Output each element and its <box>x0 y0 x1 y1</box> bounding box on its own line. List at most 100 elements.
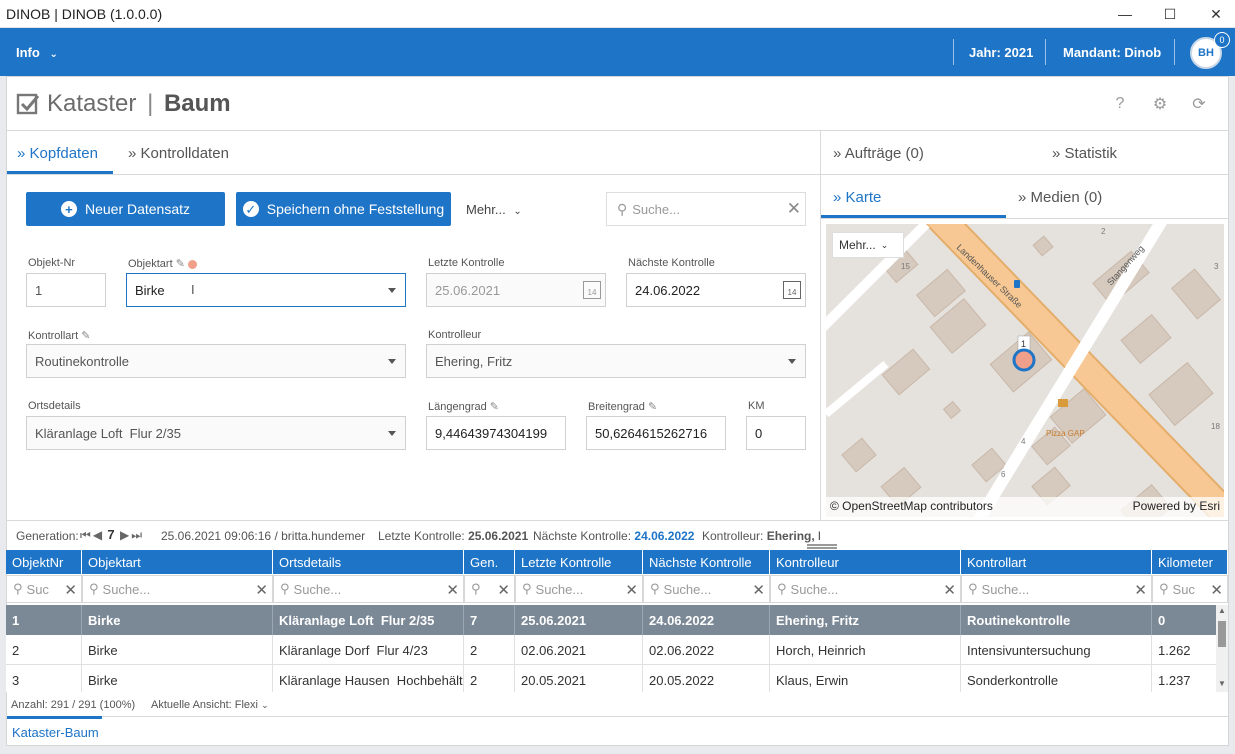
tab-karte[interactable]: » Karte <box>833 189 881 206</box>
divider <box>1174 39 1175 65</box>
filter-kilometer[interactable]: ⚲ Suc ✕ <box>1152 575 1228 603</box>
kontrollart-value: Routinekontrolle <box>35 353 129 369</box>
search-icon: ⚲ <box>522 581 532 596</box>
clear-icon[interactable]: ✕ <box>1134 582 1147 599</box>
gear-icon[interactable]: ⚙ <box>1152 96 1168 113</box>
more-menu[interactable]: Mehr... ⌄ <box>466 202 522 217</box>
table-cell: Birke <box>82 635 273 665</box>
scrollbar-thumb[interactable] <box>1218 621 1226 647</box>
kontrolleur-select[interactable]: Ehering, Fritz <box>426 344 806 378</box>
table-cell: Ehering, Fritz <box>770 605 961 635</box>
minimize-icon[interactable]: — <box>1118 6 1132 22</box>
dropdown-caret-icon[interactable] <box>388 288 396 293</box>
filter-objektart[interactable]: ⚲ Suche... ✕ <box>82 575 273 603</box>
filter-kontrollart[interactable]: ⚲ Suche... ✕ <box>961 575 1152 603</box>
column-header-kilometer[interactable]: Kilometer <box>1152 550 1228 574</box>
maximize-icon[interactable]: ☐ <box>1163 5 1177 22</box>
breitengrad-field[interactable]: 50,6264615262716 <box>586 416 726 450</box>
objektart-select[interactable]: Birke I <box>126 273 406 307</box>
clear-icon[interactable]: ✕ <box>497 582 510 599</box>
column-header-objektart[interactable]: Objektart <box>82 550 273 574</box>
prev-icon[interactable]: ◀ <box>92 528 102 542</box>
tab-kataster-baum[interactable]: Kataster-Baum <box>12 725 99 740</box>
table-cell: Kläranlage Loft Flur 2/35 <box>273 605 464 635</box>
table-row[interactable]: 2 Birke Kläranlage Dorf Flur 4/23 2 02.0… <box>6 635 1217 665</box>
close-icon[interactable]: ✕ <box>1210 5 1222 22</box>
tab-statistik[interactable]: » Statistik <box>1052 145 1117 162</box>
tab-label: Kontrolldaten <box>140 145 229 162</box>
pencil-icon[interactable]: ✎ <box>489 401 500 413</box>
map-marker-label: 1 <box>1021 339 1026 349</box>
mandant-display[interactable]: Mandant: Dinob <box>1063 45 1162 60</box>
km-field[interactable]: 0 <box>746 416 806 450</box>
scroll-down-icon[interactable]: ▼ <box>1218 679 1226 688</box>
table-row[interactable]: 1 Birke Kläranlage Loft Flur 2/35 7 25.0… <box>6 605 1217 635</box>
map-attribution-bar: © OpenStreetMap contributors Powered by … <box>826 497 1224 517</box>
column-header-naechste[interactable]: Nächste Kontrolle <box>643 550 770 574</box>
save-button[interactable]: ✓ Speichern ohne Feststellung <box>236 192 451 226</box>
naechste-kontrolle-field[interactable]: 24.06.2022 14 <box>626 273 806 307</box>
map-view[interactable]: Landenhauser Straße Stangenweg 2 15 3 4 … <box>826 224 1224 517</box>
selected-marker-icon[interactable] <box>1012 348 1036 372</box>
objektnr-field[interactable]: 1 <box>26 273 106 307</box>
kontrollart-select[interactable]: Routinekontrolle <box>26 344 406 378</box>
calendar-icon[interactable]: 14 <box>783 281 801 299</box>
refresh-icon[interactable]: ⟳ <box>1192 96 1206 113</box>
next-icon[interactable]: ▶ <box>119 528 129 542</box>
table-cell: 2 <box>464 635 515 665</box>
filter-ortsdetails[interactable]: ⚲ Suche... ✕ <box>273 575 464 603</box>
tab-kontrolldaten[interactable]: » Kontrolldaten <box>128 145 229 162</box>
dropdown-caret-icon[interactable] <box>788 359 796 364</box>
new-record-button[interactable]: + Neuer Datensatz <box>26 192 225 226</box>
clear-icon[interactable]: ✕ <box>64 582 77 599</box>
splitter-handle[interactable] <box>807 544 837 549</box>
ortsdetails-select[interactable]: Kläranlage Loft Flur 2/35 <box>26 416 406 450</box>
pencil-icon[interactable]: ✎ <box>647 401 658 413</box>
tab-auftraege[interactable]: » Aufträge (0) <box>833 145 924 162</box>
scroll-up-icon[interactable]: ▲ <box>1218 606 1226 615</box>
column-header-kontrolleur[interactable]: Kontrolleur <box>770 550 961 574</box>
filter-objektnr[interactable]: ⚲ Suc ✕ <box>6 575 82 603</box>
generation-nav[interactable]: ⏮ ◀ 7 ▶ ⏭ <box>80 527 142 543</box>
filter-gen[interactable]: ⚲ ✕ <box>464 575 515 603</box>
search-input[interactable]: ⚲ Suche... ✕ <box>606 192 806 226</box>
tab-kopfdaten[interactable]: » Kopfdaten <box>17 145 98 162</box>
help-icon[interactable]: ? <box>1115 95 1125 112</box>
pencil-icon[interactable]: ✎ <box>81 330 91 342</box>
column-header-gen[interactable]: Gen. <box>464 550 515 574</box>
clear-icon[interactable]: ✕ <box>255 582 268 599</box>
laengengrad-field[interactable]: 9,44643974304199 <box>426 416 566 450</box>
clear-icon[interactable]: ✕ <box>625 582 638 599</box>
notification-badge[interactable]: 0 <box>1214 32 1230 48</box>
filter-naechste[interactable]: ⚲ Suche... ✕ <box>643 575 770 603</box>
clear-icon[interactable]: ✕ <box>446 582 459 599</box>
clear-icon[interactable]: ✕ <box>752 582 765 599</box>
clear-icon[interactable]: ✕ <box>943 582 956 599</box>
column-header-ortsdetails[interactable]: Ortsdetails <box>273 550 464 574</box>
save-label: Speichern ohne Feststellung <box>266 201 445 217</box>
table-cell: 20.05.2021 <box>515 665 643 692</box>
ortsdetails-value: Kläranlage Loft Flur 2/35 <box>35 425 181 441</box>
view-selector[interactable]: Aktuelle Ansicht: Flexi ⌄ <box>151 699 269 711</box>
first-page-icon[interactable]: ⏮ <box>80 528 91 542</box>
clear-icon[interactable]: ✕ <box>786 199 801 218</box>
last-page-icon[interactable]: ⏭ <box>131 528 142 542</box>
year-display[interactable]: Jahr: 2021 <box>969 45 1034 60</box>
filter-placeholder: Suche... <box>102 581 151 597</box>
dropdown-caret-icon[interactable] <box>388 359 396 364</box>
column-header-kontrollart[interactable]: Kontrollart <box>961 550 1152 574</box>
filter-letzte[interactable]: ⚲ Suche... ✕ <box>515 575 643 603</box>
vertical-scrollbar[interactable]: ▲ ▼ <box>1216 605 1228 692</box>
info-menu[interactable]: Info ⌄ <box>16 45 58 60</box>
filter-kontrolleur[interactable]: ⚲ Suche... ✕ <box>770 575 961 603</box>
column-header-letzte[interactable]: Letzte Kontrolle <box>515 550 643 574</box>
map-more-button[interactable]: Mehr... ⌄ <box>832 232 904 258</box>
dropdown-caret-icon[interactable] <box>388 431 396 436</box>
tab-medien[interactable]: » Medien (0) <box>1018 189 1102 206</box>
table-row[interactable]: 3 Birke Kläranlage Hausen Hochbehälter 2… <box>6 665 1217 692</box>
pencil-icon[interactable]: ✎ <box>175 258 185 270</box>
column-header-objektnr[interactable]: ObjektNr <box>6 550 82 574</box>
objektnr-value: 1 <box>35 282 43 298</box>
clear-icon[interactable]: ✕ <box>1210 582 1223 599</box>
bus-stop-icon <box>1014 280 1020 288</box>
